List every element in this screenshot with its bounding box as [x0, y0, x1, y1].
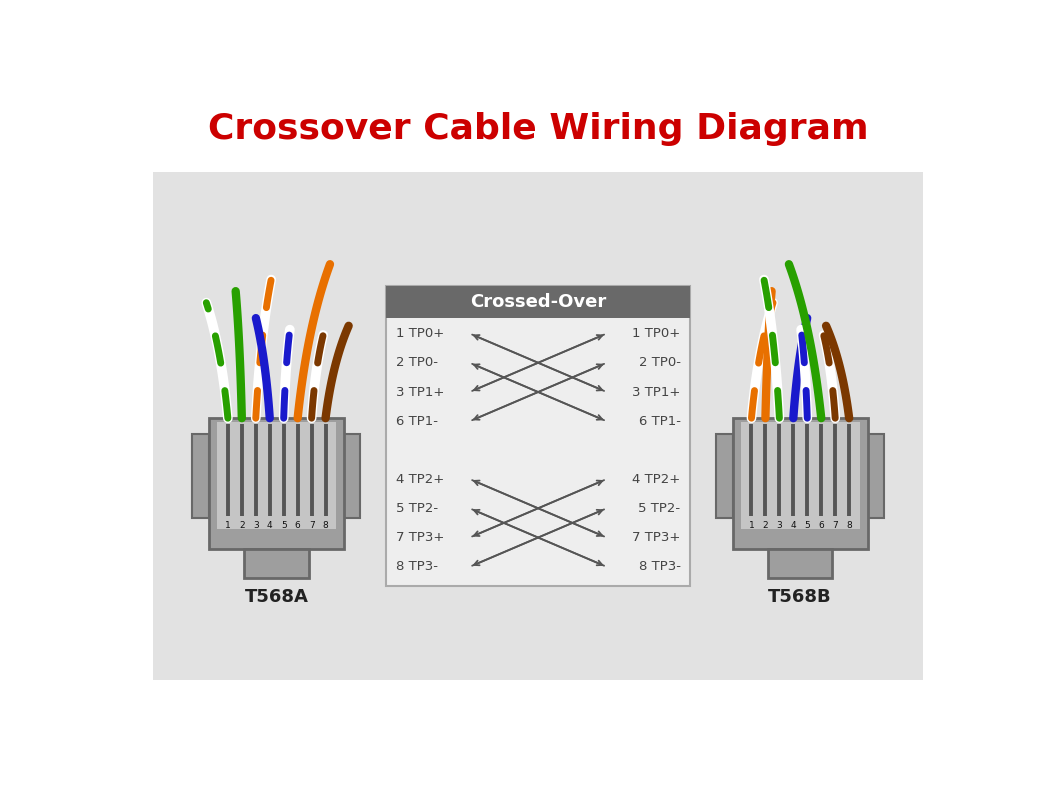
- Text: T568A: T568A: [245, 588, 309, 606]
- Text: 6: 6: [295, 521, 300, 530]
- Text: 3 TP1+: 3 TP1+: [396, 386, 444, 398]
- Bar: [386, 286, 690, 586]
- Text: 4: 4: [791, 521, 796, 530]
- Text: 1 TP0+: 1 TP0+: [632, 327, 680, 340]
- Text: 3 TP1+: 3 TP1+: [632, 386, 680, 398]
- Text: 2 TP0-: 2 TP0-: [638, 356, 680, 369]
- Text: 7 TP3+: 7 TP3+: [632, 531, 680, 544]
- Bar: [867, 434, 884, 518]
- Text: 7: 7: [833, 521, 838, 530]
- Text: 1 TP0+: 1 TP0+: [396, 327, 444, 340]
- Text: 1: 1: [225, 521, 231, 530]
- Text: 7 TP3+: 7 TP3+: [396, 531, 444, 544]
- Bar: [740, 422, 860, 529]
- Text: 8: 8: [322, 521, 329, 530]
- Text: 6 TP1-: 6 TP1-: [396, 415, 438, 427]
- Text: 3: 3: [253, 521, 258, 530]
- Text: 3: 3: [777, 521, 782, 530]
- Text: 5: 5: [804, 521, 811, 530]
- Text: 8 TP3-: 8 TP3-: [396, 560, 438, 574]
- Bar: [209, 418, 344, 549]
- Bar: [768, 549, 833, 578]
- Bar: [192, 434, 209, 518]
- Text: Crossover Cable Wiring Diagram: Crossover Cable Wiring Diagram: [208, 112, 868, 146]
- Bar: [244, 549, 309, 578]
- Bar: [716, 434, 733, 518]
- Text: 4: 4: [267, 521, 273, 530]
- Text: 1: 1: [749, 521, 754, 530]
- Bar: [343, 434, 360, 518]
- Bar: [733, 418, 867, 549]
- Text: 6: 6: [818, 521, 824, 530]
- Bar: [386, 286, 690, 318]
- Text: 5 TP2-: 5 TP2-: [396, 502, 438, 515]
- Text: Crossed-Over: Crossed-Over: [470, 293, 606, 311]
- Text: 4 TP2+: 4 TP2+: [396, 472, 444, 486]
- Text: 2: 2: [762, 521, 769, 530]
- Text: 5 TP2-: 5 TP2-: [638, 502, 680, 515]
- Text: 8 TP3-: 8 TP3-: [638, 560, 680, 574]
- Text: 6 TP1-: 6 TP1-: [638, 415, 680, 427]
- Text: T568B: T568B: [769, 588, 832, 606]
- Bar: [217, 422, 336, 529]
- Bar: [153, 171, 923, 680]
- Text: 7: 7: [309, 521, 315, 530]
- Text: 2: 2: [239, 521, 245, 530]
- Text: 4 TP2+: 4 TP2+: [632, 472, 680, 486]
- Text: 8: 8: [846, 521, 852, 530]
- Text: 2 TP0-: 2 TP0-: [396, 356, 438, 369]
- Text: 5: 5: [280, 521, 287, 530]
